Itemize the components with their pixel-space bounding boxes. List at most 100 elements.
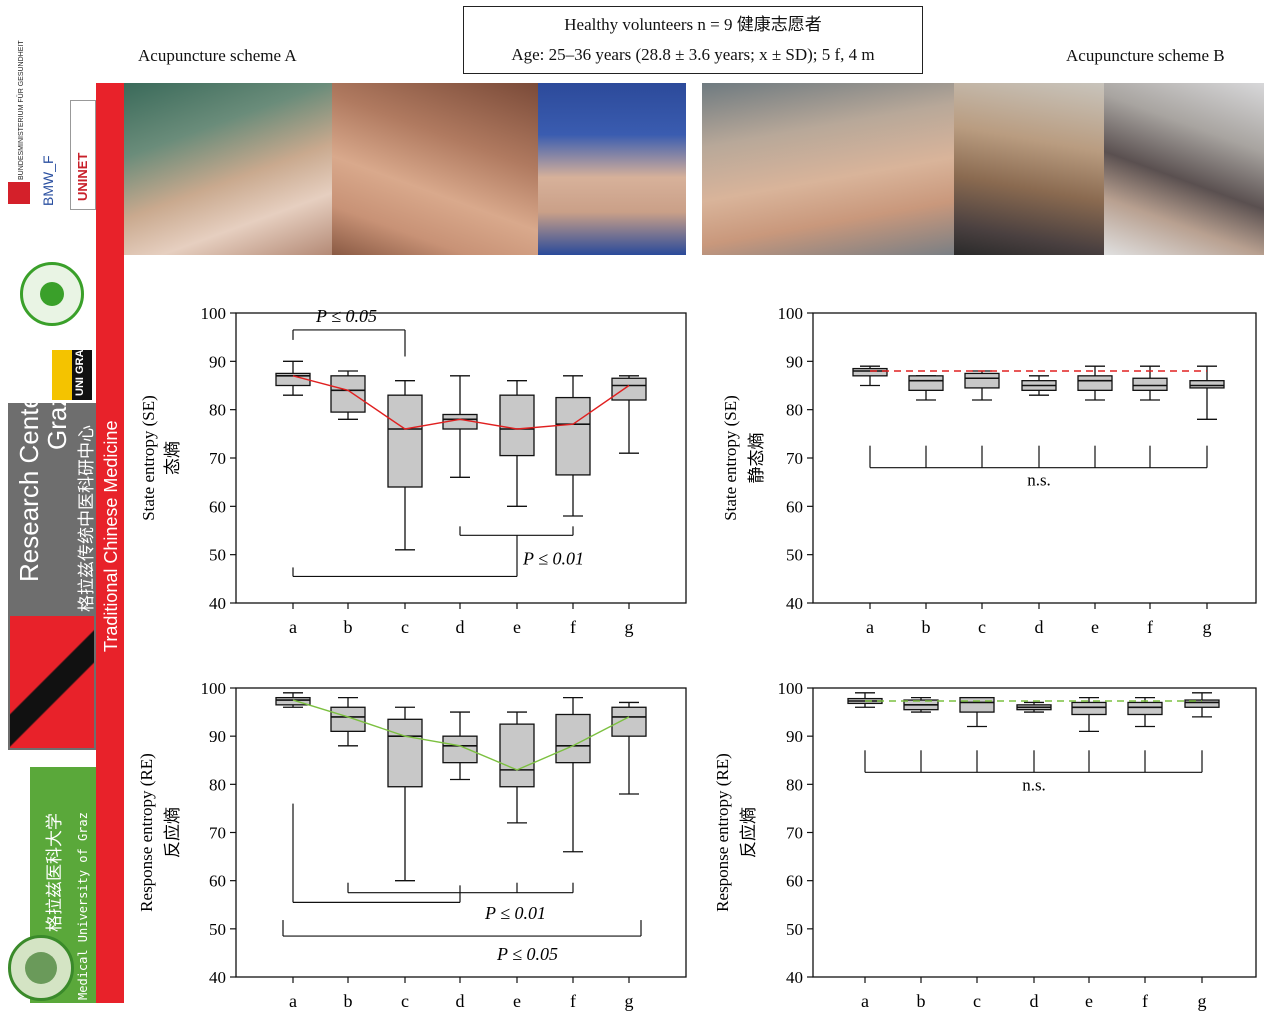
x-tick-label: g — [1198, 991, 1207, 1011]
box-c — [964, 372, 1000, 389]
scheme-b-label: Acupuncture scheme B — [1066, 46, 1225, 65]
chart-state-entropy-a: 40 50 60 70 80 90 100 a b c d e f g State entropy (SE)… — [139, 304, 687, 637]
x-tick-label: b — [922, 617, 931, 637]
box-a — [275, 696, 311, 706]
y-tick-label: 60 — [786, 497, 803, 516]
box-g — [1184, 699, 1220, 708]
x-tick-label: a — [861, 991, 869, 1011]
photo-acupuncture-forearm — [702, 83, 954, 255]
x-tick-label: e — [1091, 617, 1099, 637]
y-tick-label: 40 — [786, 594, 803, 613]
x-tick-label: d — [1035, 617, 1044, 637]
box-f — [1132, 377, 1168, 391]
p-value-label: P ≤ 0.05 — [315, 306, 377, 326]
mean-line — [292, 375, 630, 430]
x-tick-label: c — [978, 617, 986, 637]
bmwf-logo: BMW_F — [40, 155, 56, 206]
box-g — [611, 706, 647, 737]
y-axis-label: State entropy (SE) — [139, 395, 158, 521]
y-tick-label: 70 — [209, 449, 226, 468]
university-seal-green — [20, 262, 84, 326]
x-tick-label: e — [513, 617, 521, 637]
x-tick-label: d — [456, 617, 465, 637]
y-tick-label: 60 — [209, 872, 226, 891]
y-axis-label: Response entropy (RE) — [137, 753, 156, 912]
x-tick-label: b — [344, 617, 353, 637]
x-tick-label: g — [625, 617, 634, 637]
ns-label: n.s. — [1022, 775, 1046, 794]
box-e — [499, 723, 535, 788]
x-tick-label: b — [344, 991, 353, 1011]
y-tick-label: 60 — [209, 497, 226, 516]
p-value-label: P ≤ 0.01 — [522, 548, 584, 568]
bmg-logo: BUNDESMINISTERIUM FÜR GESUNDHEIT — [8, 40, 34, 208]
box-b — [330, 375, 366, 413]
university-cn-label: 格拉兹医科大学 — [45, 813, 65, 932]
y-tick-label: 90 — [209, 727, 226, 746]
x-tick-label: a — [866, 617, 874, 637]
medical-university-seal — [8, 935, 74, 1001]
y-tick-label: 100 — [201, 304, 227, 323]
x-tick-label: e — [513, 991, 521, 1011]
box-b — [330, 706, 366, 733]
y-tick-label: 90 — [786, 727, 803, 746]
study-info-line1: Healthy volunteers n = 9 健康志愿者 — [564, 15, 822, 34]
y-tick-label: 50 — [786, 920, 803, 939]
y-tick-label: 50 — [209, 546, 226, 565]
x-tick-label: d — [1030, 991, 1039, 1011]
box-c — [387, 394, 423, 488]
y-tick-label: 80 — [209, 401, 226, 420]
p-value-label: P ≤ 0.05 — [496, 944, 558, 964]
tcm-logo — [10, 616, 94, 748]
sidebar-red-strip — [96, 83, 124, 1003]
box-g — [611, 377, 647, 401]
x-tick-label: f — [1147, 617, 1153, 637]
y-tick-label: 40 — [209, 594, 226, 613]
y-tick-label: 70 — [786, 824, 803, 843]
y-tick-label: 40 — [209, 968, 226, 987]
p-value-label: P ≤ 0.01 — [484, 903, 546, 923]
y-tick-label: 80 — [209, 775, 226, 794]
y-tick-label: 60 — [786, 872, 803, 891]
y-axis-label: Response entropy (RE) — [713, 753, 732, 912]
x-tick-label: c — [401, 991, 409, 1011]
y-tick-label: 80 — [786, 401, 803, 420]
study-info-line2: Age: 25–36 years (28.8 ± 3.6 years; x ± … — [511, 45, 875, 64]
box-e — [499, 394, 535, 457]
tcm-label: Traditional Chinese Medicine — [101, 420, 121, 652]
x-tick-label: f — [1142, 991, 1148, 1011]
box-d — [442, 735, 478, 764]
y-tick-label: 40 — [786, 968, 803, 987]
photo-acupuncture-wrist — [538, 83, 686, 255]
y-tick-label: 70 — [786, 449, 803, 468]
box-b — [908, 375, 944, 391]
research-center-label: Research Center — [14, 385, 44, 582]
x-tick-label: e — [1085, 991, 1093, 1011]
y-axis-label-cn: 反应熵 — [163, 807, 182, 858]
box-f — [1127, 701, 1163, 716]
study-info-box: Healthy volunteers n = 9 健康志愿者 Age: 25–3… — [463, 6, 923, 74]
uninet-logo: UNINET — [70, 100, 96, 210]
y-tick-label: 50 — [209, 920, 226, 939]
photo-acupuncture-abdomen — [954, 83, 1104, 255]
x-tick-label: a — [289, 991, 297, 1011]
uni-graz-logo: UNI GRAZ — [52, 343, 92, 400]
y-tick-label: 50 — [786, 546, 803, 565]
y-tick-label: 80 — [786, 775, 803, 794]
y-tick-label: 70 — [209, 824, 226, 843]
box-e — [1071, 701, 1107, 716]
plot-frame — [812, 687, 1257, 978]
box-f — [555, 713, 591, 764]
box-c — [959, 696, 995, 713]
y-tick-label: 100 — [778, 304, 804, 323]
x-tick-label: d — [456, 991, 465, 1011]
x-tick-label: b — [917, 991, 926, 1011]
x-tick-label: g — [1203, 617, 1212, 637]
y-axis-label-cn: 态熵 — [163, 441, 182, 475]
y-tick-label: 90 — [209, 352, 226, 371]
photo-acupuncture-ear — [332, 83, 538, 255]
university-en-label: Medical University of Graz — [76, 812, 90, 1000]
chart-response-entropy-b: 40 50 60 70 80 90 100 a b c d e f g Response entropy (… — [713, 679, 1257, 1011]
x-tick-label: a — [289, 617, 297, 637]
x-tick-label: c — [401, 617, 409, 637]
